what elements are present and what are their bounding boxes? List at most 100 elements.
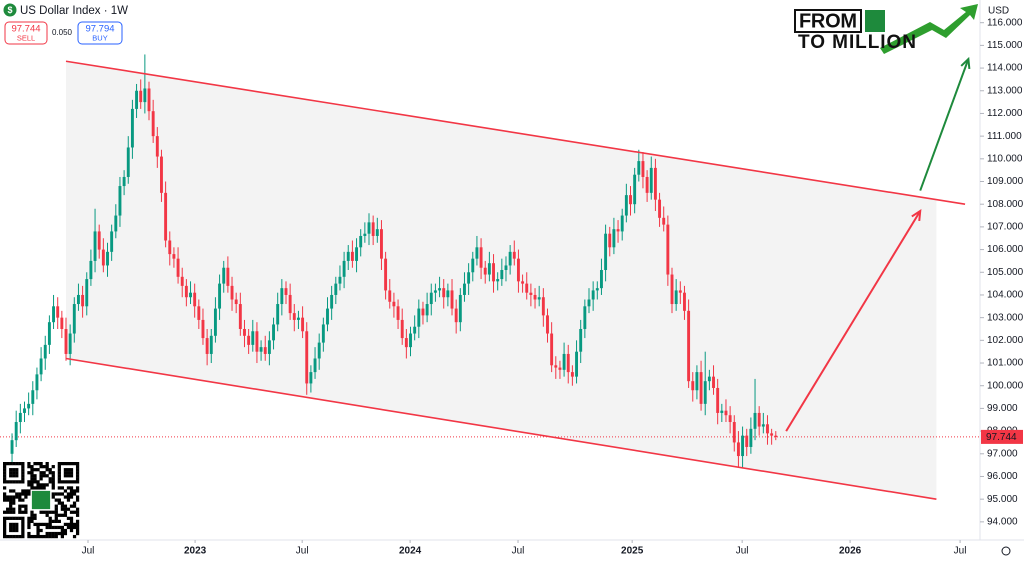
qr-cell (45, 474, 49, 478)
symbol-icon (3, 3, 17, 17)
sell-button[interactable] (4, 21, 48, 45)
candle-body (89, 260, 93, 280)
qr-cell (66, 516, 71, 520)
settings-icon[interactable] (1001, 546, 1011, 556)
candle-body (330, 294, 334, 309)
qr-cell (15, 471, 19, 475)
qr-cell (60, 513, 64, 517)
y-tick-label: 111.000 (987, 131, 1022, 142)
qr-cell (54, 525, 58, 530)
qr-cell (36, 483, 40, 487)
qr-cell (9, 480, 13, 484)
qr-cell (30, 534, 34, 539)
qr-cell (9, 462, 13, 466)
candle-body (392, 301, 396, 307)
candle-body (172, 254, 176, 259)
y-tick-label: 116.000 (987, 17, 1023, 28)
qr-cell (42, 471, 46, 475)
candle-body (757, 412, 761, 427)
qr-cell (36, 525, 40, 530)
candle-body (197, 306, 201, 320)
logo: FROM TO MILLION (794, 4, 978, 54)
candle-body (110, 231, 114, 252)
qr-cell (75, 477, 80, 481)
y-tick-label: 94.000 (987, 516, 1018, 527)
candle-body (155, 136, 159, 157)
candle-body (541, 297, 545, 316)
candle-body (442, 288, 446, 298)
qr-cell (18, 510, 22, 514)
qr-cell (18, 516, 22, 520)
logo-line1: FROM (799, 10, 857, 32)
x-tick-label: 2024 (399, 546, 422, 557)
candle-body (338, 276, 342, 284)
qr-cell (21, 480, 25, 484)
qr-cell (15, 462, 19, 466)
qr-cell (36, 462, 40, 466)
candle-body (599, 270, 603, 289)
candle-body (380, 229, 383, 259)
buy-button[interactable] (77, 21, 123, 45)
qr-cell (54, 504, 58, 508)
candle-body (766, 424, 769, 434)
qr-cell (18, 507, 22, 511)
qr-cell (30, 510, 34, 514)
qr-cell (30, 519, 34, 523)
candle-body (425, 304, 429, 316)
qr-cell (15, 468, 19, 472)
qr-cell (39, 465, 43, 469)
candle-body (583, 306, 587, 329)
candle-body (255, 331, 259, 352)
candle-body (164, 192, 168, 241)
candle-body (533, 294, 537, 300)
qr-cell (48, 522, 52, 527)
qr-cell (21, 465, 25, 469)
qr-cell (15, 534, 19, 539)
qr-code (3, 462, 80, 539)
candle-body (359, 235, 363, 248)
qr-cell (12, 495, 16, 499)
qr-cell (30, 471, 34, 475)
qr-cell (3, 480, 7, 484)
candle-body (496, 279, 500, 282)
qr-cell (15, 528, 19, 533)
sell-label: SELL (17, 33, 35, 42)
qr-cell (72, 492, 77, 496)
qr-cell (69, 522, 74, 527)
qr-cell (30, 516, 34, 520)
qr-cell (66, 495, 71, 499)
qr-cell (9, 510, 13, 514)
qr-cell (15, 522, 19, 527)
qr-cell (54, 534, 58, 539)
qr-cell (54, 513, 58, 517)
qr-cell (54, 531, 58, 536)
qr-cell (69, 468, 74, 472)
candle-body (130, 108, 134, 148)
candle-body (492, 263, 495, 282)
candle-body (570, 372, 574, 377)
qr-cell (9, 498, 13, 502)
qr-cell (48, 468, 52, 472)
qr-cell (75, 471, 80, 475)
y-tick-label: 102.000 (987, 335, 1024, 346)
x-tick-label: 2025 (621, 546, 644, 557)
qr-cell (15, 525, 19, 530)
qr-cell (72, 501, 77, 505)
qr-cell (72, 522, 77, 527)
y-tick-label: 101.000 (987, 358, 1024, 369)
qr-cell (18, 504, 22, 508)
candle-body (521, 281, 525, 284)
x-tick-label: 2026 (839, 546, 862, 557)
qr-cell (3, 498, 7, 502)
channel-line (65, 357, 937, 500)
qr-cell (24, 507, 28, 511)
candle-body (126, 147, 130, 177)
qr-cell (75, 474, 80, 478)
qr-cell (42, 483, 46, 487)
qr-cell (48, 531, 52, 536)
candle-body (43, 344, 47, 359)
qr-cell (60, 480, 64, 484)
qr-cell (63, 468, 68, 472)
candle-body (745, 435, 749, 447)
qr-cell (45, 468, 49, 472)
